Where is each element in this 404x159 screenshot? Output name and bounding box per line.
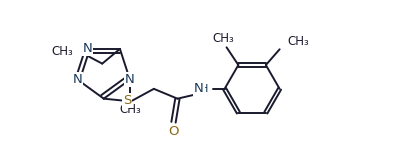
Text: N: N bbox=[125, 73, 135, 86]
Text: S: S bbox=[123, 94, 132, 107]
Text: CH₃: CH₃ bbox=[51, 45, 73, 58]
Text: H: H bbox=[200, 84, 208, 94]
Text: N: N bbox=[83, 42, 93, 55]
Text: O: O bbox=[168, 125, 179, 138]
Text: CH₃: CH₃ bbox=[119, 103, 141, 116]
Text: N: N bbox=[73, 73, 82, 86]
Text: CH₃: CH₃ bbox=[288, 35, 309, 48]
Text: CH₃: CH₃ bbox=[213, 32, 234, 45]
Text: N: N bbox=[194, 82, 204, 95]
